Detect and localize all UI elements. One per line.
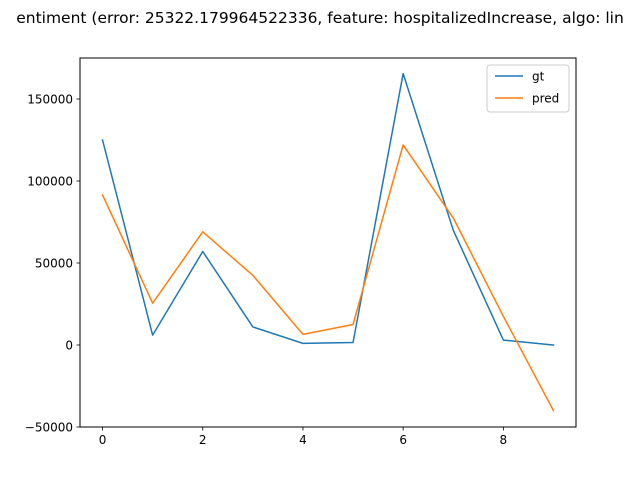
x-tick-label: 8 (500, 433, 508, 447)
y-tick-label: 150000 (27, 93, 73, 107)
series-lines (101, 72, 555, 412)
y-tick-label: 0 (65, 339, 73, 353)
axes-frame (79, 57, 577, 428)
legend-label-gt: gt (532, 70, 545, 84)
y-tick-label: 100000 (27, 175, 73, 189)
x-tick-label: 6 (399, 433, 407, 447)
x-axis: 0 2 4 6 8 (99, 427, 507, 447)
series-line-gt (101, 72, 555, 346)
y-tick-label: −50000 (25, 421, 73, 435)
legend: gt pred (486, 64, 570, 113)
x-tick-label: 4 (299, 433, 307, 447)
y-tick-label: 50000 (35, 257, 73, 271)
series-line-pred (101, 144, 555, 412)
legend-label-pred: pred (532, 92, 559, 106)
axes-background (80, 58, 576, 427)
x-tick-label: 2 (199, 433, 207, 447)
y-axis: −50000 0 50000 100000 150000 (25, 93, 80, 435)
x-tick-label: 0 (99, 433, 107, 447)
chart-title: entiment (error: 25322.179964522336, fea… (16, 9, 624, 27)
plot-area (80, 58, 576, 427)
